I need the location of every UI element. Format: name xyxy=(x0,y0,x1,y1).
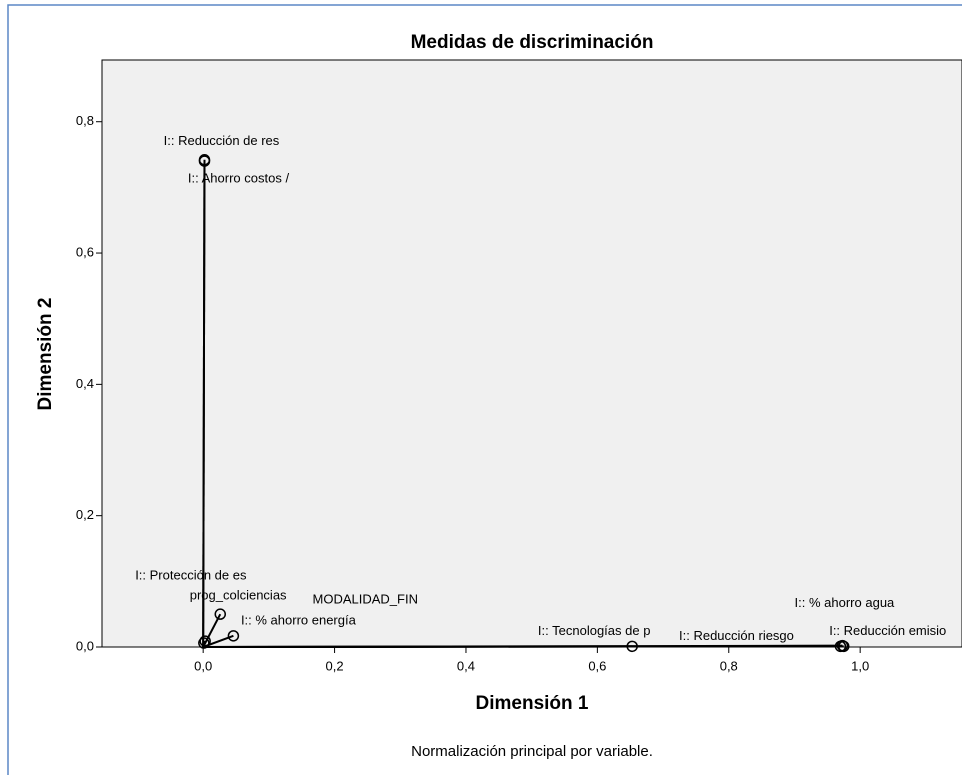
point-label: prog_colciencias xyxy=(190,588,287,603)
point-label: I:: Reducción de res xyxy=(164,133,280,148)
point-label: I:: Tecnologías de p xyxy=(538,623,651,638)
y-tick-label: 0,6 xyxy=(76,244,94,259)
footnote: Normalización principal por variable. xyxy=(411,743,653,760)
point-label: I:: Reducción emisio xyxy=(829,623,946,638)
point xyxy=(198,637,210,649)
point-label: I:: Protección de es xyxy=(135,567,247,582)
x-tick-label: 0,2 xyxy=(326,658,344,673)
x-tick-label: 0,8 xyxy=(720,658,738,673)
vector xyxy=(202,161,206,648)
point-label: I:: Reducción riesgo xyxy=(679,628,794,643)
y-tick-label: 0,4 xyxy=(76,376,94,391)
x-tick-label: 0,0 xyxy=(194,658,212,673)
x-tick-label: 0,6 xyxy=(588,658,606,673)
point xyxy=(214,608,227,620)
vector xyxy=(202,613,222,648)
plot-area xyxy=(101,59,962,648)
y-tick-label: 0,0 xyxy=(76,638,94,653)
point-label: I:: % ahorro energía xyxy=(241,612,357,627)
x-tick-label: 0,4 xyxy=(457,658,475,673)
point xyxy=(198,155,211,167)
y-tick-label: 0,8 xyxy=(76,113,94,128)
point xyxy=(199,635,211,647)
x-tick-label: 1,0 xyxy=(851,658,869,673)
chart-title: Medidas de discriminación xyxy=(411,32,654,53)
y-axis-title: Dimensión 2 xyxy=(35,298,56,411)
x-axis-title: Dimensión 1 xyxy=(476,693,589,714)
point xyxy=(626,640,638,653)
point-label: I:: Ahorro costos / xyxy=(188,171,290,186)
point xyxy=(227,630,240,642)
point-label: I:: % ahorro agua xyxy=(795,595,895,610)
point xyxy=(837,640,850,653)
point-label: MODALIDAD_FIN xyxy=(313,592,418,607)
y-tick-label: 0,2 xyxy=(76,507,94,522)
vector xyxy=(203,645,844,648)
